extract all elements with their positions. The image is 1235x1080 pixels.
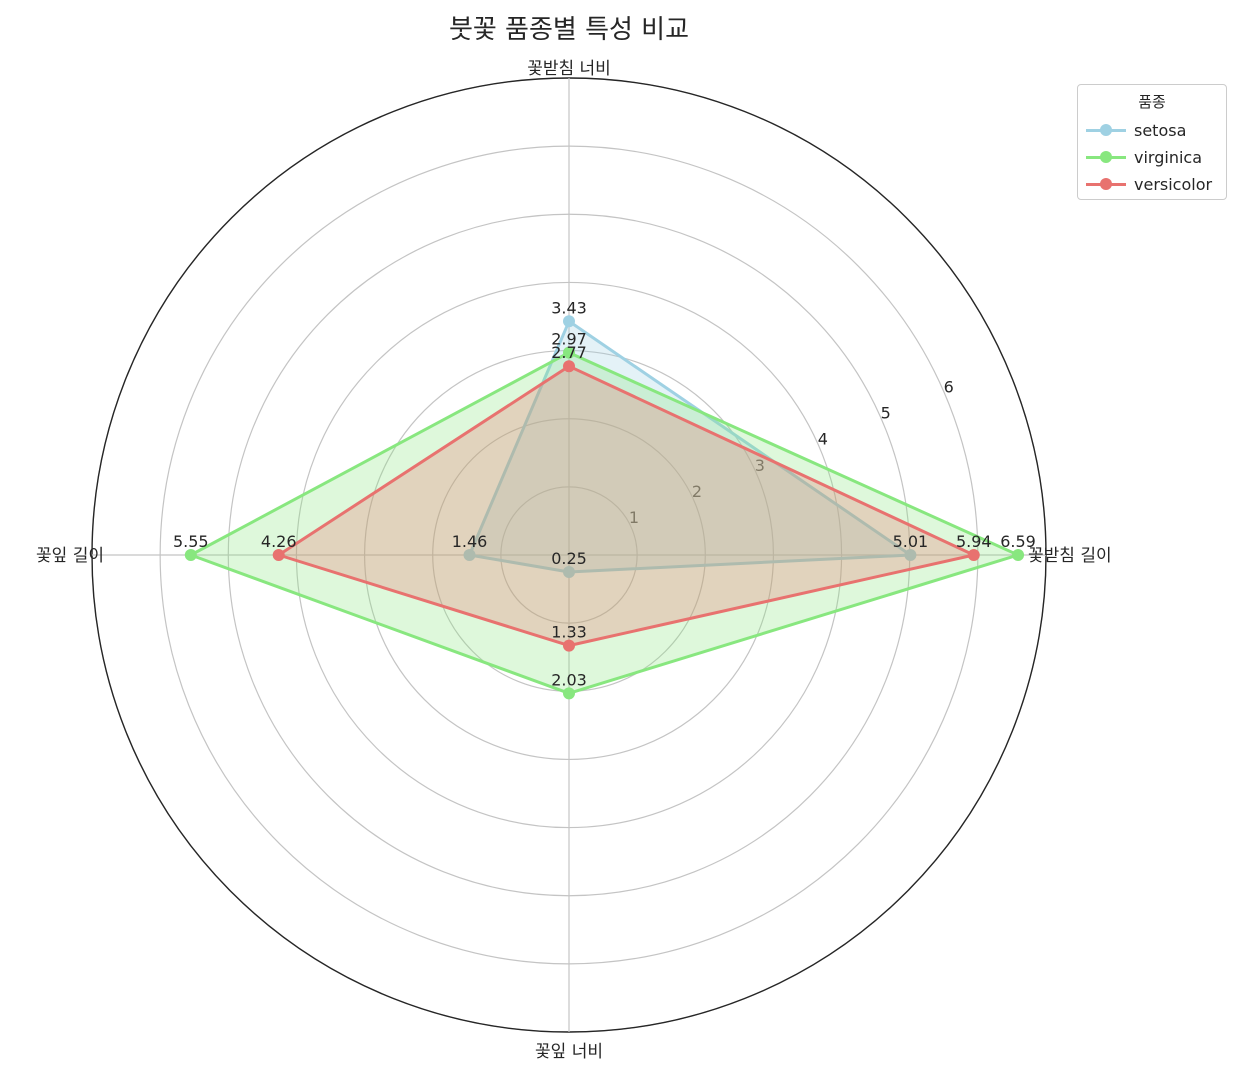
point-versicolor-3 <box>563 639 575 652</box>
data-label-versicolor-0: 5.94 <box>956 532 992 551</box>
point-setosa-3 <box>563 566 575 579</box>
point-virginica-1 <box>563 346 575 359</box>
radial-tick-5: 5 <box>881 404 891 423</box>
data-label-versicolor-2: 4.26 <box>261 532 297 551</box>
axis-label-3: 꽃잎 너비 <box>535 1042 603 1062</box>
radial-tick-2: 2 <box>692 482 702 501</box>
radial-tick-labels: 1 2 3 4 5 6 <box>629 378 954 527</box>
series-area-versicolor <box>278 366 974 646</box>
legend-title: 품종 <box>1138 93 1166 111</box>
series-layer <box>184 315 1025 700</box>
point-versicolor-0 <box>967 549 980 561</box>
legend: 품종 setosa virginica versicolor <box>1077 84 1227 200</box>
legend-item-virginica: virginica <box>1086 146 1202 168</box>
data-label-setosa-1: 3.43 <box>551 298 587 317</box>
legend-swatch-versicolor <box>1086 173 1126 195</box>
point-versicolor-2 <box>272 549 285 561</box>
axis-label-1: 꽃받침 너비 <box>527 59 611 79</box>
data-labels: 5.01 3.43 1.46 0.25 6.59 2.97 5.55 2.03 5.94 2.77… <box>173 298 1036 689</box>
radial-tick-6: 6 <box>944 378 954 397</box>
data-label-versicolor-3: 1.33 <box>551 623 587 642</box>
axis-label-2: 꽃잎 길이 <box>36 546 104 566</box>
legend-label-setosa: setosa <box>1134 120 1187 140</box>
radial-tick-1: 1 <box>629 508 639 527</box>
legend-item-versicolor: versicolor <box>1086 173 1212 195</box>
legend-label-virginica: virginica <box>1134 147 1202 167</box>
axis-label-0: 꽃받침 길이 <box>1028 546 1112 566</box>
point-virginica-2 <box>184 549 197 561</box>
radial-tick-4: 4 <box>818 430 828 449</box>
series-area-setosa <box>469 321 911 572</box>
point-setosa-1 <box>563 315 575 328</box>
data-label-virginica-0: 6.59 <box>1000 532 1036 551</box>
point-virginica-0 <box>1012 549 1025 561</box>
chart-title: 붓꽃 품종별 특성 비교 <box>449 15 689 45</box>
point-versicolor-1 <box>563 360 575 373</box>
legend-swatch-setosa <box>1086 119 1126 141</box>
data-label-virginica-2: 5.55 <box>173 532 209 551</box>
point-virginica-3 <box>563 687 575 700</box>
data-label-setosa-3: 0.25 <box>551 549 587 568</box>
point-setosa-2 <box>463 549 476 561</box>
point-setosa-0 <box>904 549 917 561</box>
data-label-versicolor-1: 2.77 <box>551 343 587 362</box>
legend-label-versicolor: versicolor <box>1134 174 1213 194</box>
legend-swatch-virginica <box>1086 146 1126 168</box>
data-label-setosa-0: 5.01 <box>893 532 929 551</box>
radial-tick-3: 3 <box>755 456 765 475</box>
data-label-setosa-2: 1.46 <box>452 532 488 551</box>
legend-item-setosa: setosa <box>1086 119 1186 141</box>
data-label-virginica-1: 2.97 <box>551 330 587 349</box>
series-area-virginica <box>190 352 1019 694</box>
data-label-virginica-3: 2.03 <box>551 670 587 689</box>
